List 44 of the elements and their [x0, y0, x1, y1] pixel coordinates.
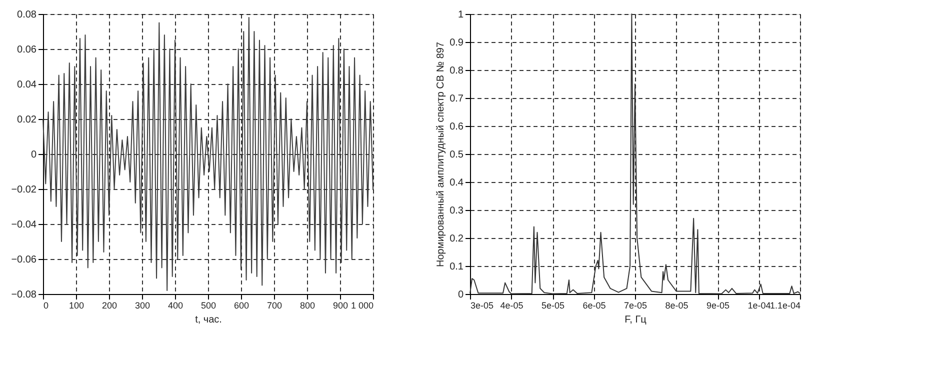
y-tick-label: 1 — [458, 10, 464, 20]
y-tick-label: −0.08 — [11, 290, 37, 300]
line-series — [42, 17, 374, 291]
y-tick-label: 0.6 — [450, 122, 464, 132]
x-tick-label: 6e-05 — [582, 300, 606, 310]
y-tick-label: 0.3 — [450, 206, 464, 216]
x-tick-label: 1e-04 — [748, 300, 771, 310]
x-axis-title: t, час. — [195, 314, 222, 326]
x-tick-label: 9e-05 — [706, 300, 730, 310]
x-tick-label: 7e-05 — [624, 300, 648, 310]
x-tick-label: 3e-05 — [470, 300, 494, 310]
y-tick-label: −0.06 — [11, 254, 37, 266]
x-tick-label: 400 — [168, 300, 184, 310]
y-axis-title: Нормированный амплитудный спектр СВ № 897 — [436, 42, 447, 268]
y-tick-label: 0.8 — [450, 66, 464, 76]
x-tick-label: 200 — [102, 300, 118, 310]
x-tick-label: 100 — [68, 300, 84, 310]
y-tick-label: 0.1 — [450, 262, 464, 272]
y-tick-label: 0.08 — [17, 10, 37, 20]
y-tick-label: 0.9 — [450, 38, 464, 48]
y-tick-label: 0.4 — [450, 178, 464, 188]
x-tick-label: 500 — [200, 300, 216, 310]
y-tick-label: 0 — [458, 290, 464, 300]
x-tick-label: 1.1e-04 — [770, 300, 800, 310]
y-tick-label: 0.02 — [17, 114, 37, 126]
y-tick-label: 0.04 — [17, 80, 37, 90]
x-tick-label: 600 — [234, 300, 250, 310]
x-tick-label: 800 — [300, 300, 316, 310]
y-tick-label: 0 — [30, 150, 37, 160]
x-axis-title: F, Гц — [624, 314, 647, 326]
x-tick-label: 4e-05 — [500, 300, 524, 310]
x-tick-label: 8e-05 — [665, 300, 688, 310]
y-tick-label: −0.02 — [11, 184, 37, 196]
y-tick-label: 0.06 — [17, 44, 37, 56]
x-tick-label: 700 — [266, 300, 282, 310]
x-tick-label: 300 — [134, 300, 150, 310]
x-tick-label: 0 — [44, 300, 49, 310]
x-tick-label: 5e-05 — [541, 300, 565, 310]
y-tick-label: 0.2 — [450, 234, 464, 244]
y-tick-label: 0.7 — [450, 94, 464, 104]
x-tick-label: 1 000 — [350, 300, 374, 310]
y-tick-label: −0.04 — [11, 220, 37, 230]
y-tick-label: 0.5 — [450, 150, 464, 160]
x-tick-label: 900 — [332, 300, 348, 310]
